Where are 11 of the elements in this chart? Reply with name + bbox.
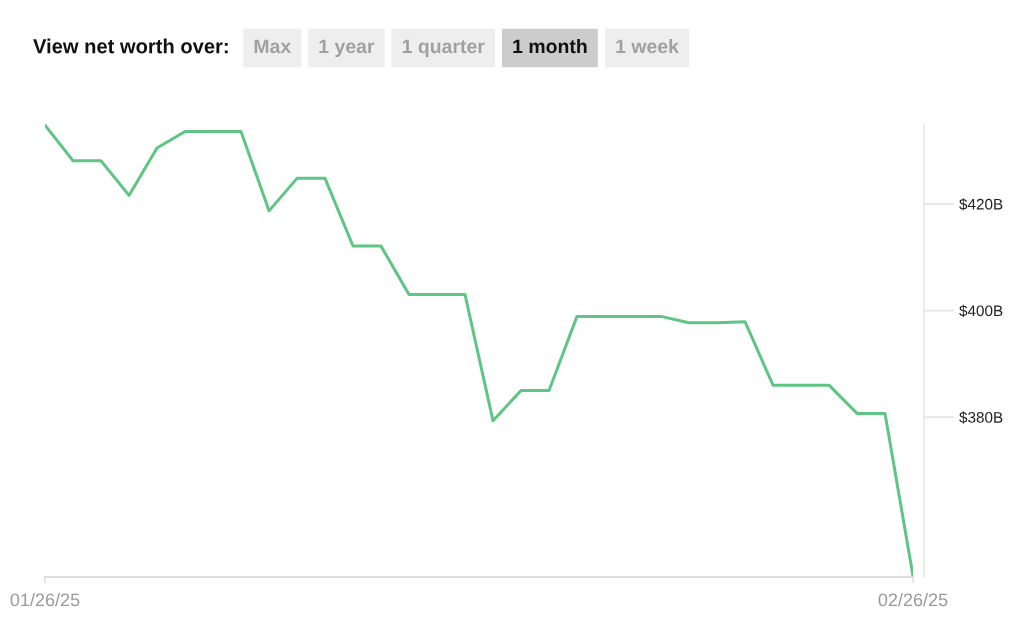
y-tick-label: $380B — [959, 411, 1003, 424]
x-tick-label: 01/26/25 — [10, 593, 80, 607]
text: 1 year — [319, 39, 375, 58]
text: 1 month — [513, 38, 587, 54]
text: 1 quarter — [402, 39, 485, 58]
x-tick-label: 02/26/25 — [878, 593, 948, 607]
text: 1 week — [616, 38, 679, 54]
text: View net worth over: — [33, 38, 228, 54]
y-tick-label: $420B — [959, 198, 1003, 211]
text: Max — [254, 39, 292, 54]
y-tick-label: $400B — [959, 304, 1003, 318]
